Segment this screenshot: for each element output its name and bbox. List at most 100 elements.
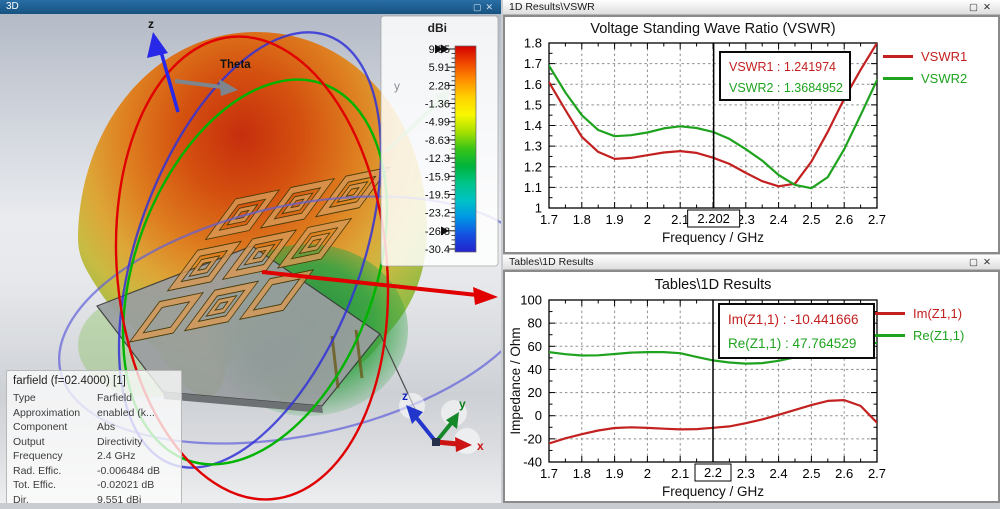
- marker-axis-box[interactable]: [694, 463, 732, 482]
- triad-x-label: x: [477, 439, 484, 453]
- y-tick-label: 1: [535, 201, 542, 216]
- y-tick-label: 0: [535, 408, 542, 423]
- vswr-results-window: 1D Results\VSWR ▢✕ 1.7 1.8 1.9 2 2.1 2.3 2.4 2.…: [503, 0, 1000, 254]
- y-axis-label: y: [394, 79, 400, 93]
- y-tick-label: 1.4: [524, 118, 542, 133]
- colorbar: dBi 9.555.912.28-1.36-4.99-8.63-12.3-15.…: [380, 15, 499, 267]
- y-tick-label: 100: [520, 293, 542, 308]
- colorbar-tick-label: 2.28: [429, 80, 450, 92]
- y-tick-label: 20: [528, 385, 542, 400]
- colorbar-tick-label: -15.9: [425, 171, 450, 183]
- impedance-marker-readout[interactable]: Im(Z1,1) : -10.441666 Re(Z1,1) : 47.7645…: [718, 303, 875, 359]
- impedance-legend: Im(Z1,1) Re(Z1,1): [875, 302, 964, 346]
- farfield-info-row: Frequency 2.4 GHz: [13, 450, 136, 462]
- series-color-swatch: [883, 54, 913, 58]
- marker-readout-value: Re(Z1,1) : 47.764529: [728, 336, 857, 351]
- series-color-swatch: [883, 76, 913, 80]
- maximize-icon[interactable]: ▢: [472, 2, 486, 12]
- marker-readout-value: VSWR2 : 1.3684952: [729, 81, 843, 95]
- x-tick-label: 2: [644, 466, 651, 481]
- tables-chart-area: 1.7 1.8 1.9 2 2.1 2.3 2.4 2.5 2.6 2.7 -40 -20 0 20 40 6…: [503, 270, 1000, 503]
- vswr-chart[interactable]: 1.7 1.8 1.9 2 2.1 2.3 2.4 2.5 2.6 2.7 1 1.1 1.2 1.3 1.…: [505, 17, 998, 259]
- y-tick-label: 1.5: [524, 97, 542, 112]
- triad-z-label: z: [402, 389, 408, 403]
- x-tick-label: 1.7: [540, 212, 558, 227]
- colorbar-range-marker: [441, 226, 449, 236]
- colorbar-tick-label: -23.2: [425, 208, 450, 220]
- colorbar-tick-label: -12.3: [425, 153, 450, 165]
- farfield-info-row: Component Abs: [13, 421, 116, 433]
- tables-results-window: Tables\1D Results ▢✕ 1.7 1.8 1.9 2 2.1 2.3 2.4…: [503, 255, 1000, 503]
- x-tick-label: 2.5: [802, 466, 820, 481]
- vswr-marker-readout[interactable]: VSWR1 : 1.241974 VSWR2 : 1.3684952: [719, 51, 851, 101]
- y-tick-label: 1.1: [524, 180, 542, 195]
- colorbar-tick-label: 5.91: [429, 62, 450, 74]
- x-tick-label: 2.1: [671, 212, 689, 227]
- y-axis-title: Impedance / Ohm: [508, 327, 523, 434]
- y-tick-label: 60: [528, 339, 542, 354]
- 3d-viewport[interactable]: z Theta: [0, 14, 501, 503]
- farfield-info-row: Rad. Effic. -0.006484 dB: [13, 464, 161, 477]
- y-tick-label: 1.8: [524, 36, 542, 51]
- x-tick-label: 2.3: [737, 212, 755, 227]
- legend-item[interactable]: VSWR1: [883, 45, 967, 67]
- y-tick-label: 1.6: [524, 77, 542, 92]
- farfield-info-row: Type Farfield: [13, 392, 133, 404]
- x-tick-label: 1.8: [573, 466, 591, 481]
- vswr-window-titlebar[interactable]: 1D Results\VSWR ▢✕: [503, 0, 1000, 15]
- colorbar-unit-label: dBi: [428, 21, 447, 35]
- series-color-swatch: [875, 311, 905, 315]
- y-tick-label: 1.2: [524, 159, 542, 174]
- y-tick-label: 1.7: [524, 56, 542, 71]
- farfield-info-row: Dir. 9.551 dBi: [13, 493, 142, 504]
- x-axis-arrow: [261, 270, 498, 305]
- legend-item[interactable]: VSWR2: [883, 67, 967, 89]
- x-tick-label: 1.9: [606, 466, 624, 481]
- x-tick-label: 1.9: [606, 212, 624, 227]
- colorbar-tick-label: -19.5: [425, 189, 450, 201]
- maximize-icon[interactable]: ▢: [969, 2, 984, 13]
- impedance-chart[interactable]: 1.7 1.8 1.9 2 2.1 2.3 2.4 2.5 2.6 2.7 -40 -20 0 20 40 6…: [505, 272, 998, 508]
- tables-window-title: Tables\1D Results: [509, 256, 594, 268]
- z-axis-label: z: [148, 17, 154, 31]
- legend-item[interactable]: Im(Z1,1): [875, 302, 964, 324]
- colorbar-tick-label: -4.99: [425, 117, 450, 129]
- colorbar-tick-label: -30.4: [425, 244, 450, 256]
- farfield-info-box: farfield (f=02.4000) [1] Type Farfield Ap…: [6, 370, 182, 503]
- farfield-info-row: Output Directivity: [13, 435, 143, 448]
- marker-readout-value: VSWR1 : 1.241974: [729, 60, 837, 74]
- marker-readout-value: Im(Z1,1) : -10.441666: [728, 312, 859, 327]
- x-tick-label: 2: [644, 212, 651, 227]
- y-tick-label: 40: [528, 362, 542, 377]
- marker-axis-value: 2.2: [704, 465, 722, 480]
- vswr-window-title: 1D Results\VSWR: [509, 1, 595, 13]
- series-color-swatch: [875, 333, 905, 337]
- close-icon[interactable]: ✕: [983, 257, 996, 268]
- maximize-icon[interactable]: ▢: [969, 257, 984, 268]
- 3d-view-titlebar[interactable]: 3D ▢✕: [0, 0, 501, 14]
- x-tick-label: 1.7: [540, 466, 558, 481]
- axes-triad: z y x: [399, 389, 484, 454]
- z-axis-arrow: [147, 32, 180, 113]
- tables-window-titlebar[interactable]: Tables\1D Results ▢✕: [503, 255, 1000, 270]
- vswr-legend: VSWR1 VSWR2: [883, 45, 967, 89]
- theta-arrow: [174, 79, 238, 96]
- close-icon[interactable]: ✕: [485, 2, 497, 12]
- 3d-view-panel: 3D ▢✕: [0, 0, 501, 503]
- legend-item[interactable]: Re(Z1,1): [875, 324, 964, 346]
- farfield-3d-scene: z Theta: [58, 15, 501, 501]
- theta-label: Theta: [220, 59, 251, 71]
- x-tick-label: 1.8: [573, 212, 591, 227]
- close-icon[interactable]: ✕: [983, 2, 996, 13]
- x-tick-label: 2.7: [868, 212, 886, 227]
- x-tick-label: 2.4: [770, 212, 788, 227]
- x-tick-label: 2.6: [835, 466, 853, 481]
- chart-title: Voltage Standing Wave Ratio (VSWR): [590, 21, 835, 37]
- 3d-view-title: 3D: [6, 1, 19, 12]
- marker-axis-value: 2.202: [697, 211, 730, 226]
- y-tick-label: -20: [523, 431, 542, 446]
- marker-axis-box[interactable]: [687, 209, 741, 228]
- x-tick-label: 2.3: [737, 466, 755, 481]
- triad-y-label: y: [459, 397, 466, 411]
- farfield-info-title: farfield (f=02.4000) [1]: [13, 375, 126, 387]
